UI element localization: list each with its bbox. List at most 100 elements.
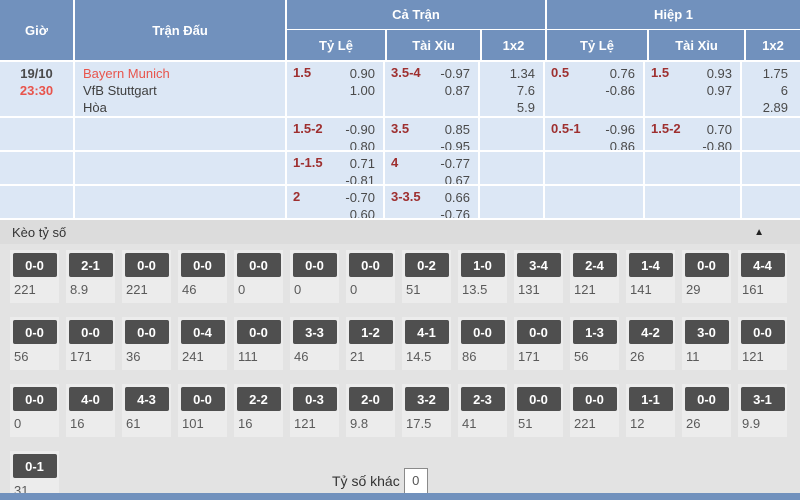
score-button[interactable]: 1-4 — [628, 253, 673, 277]
odds-value[interactable]: -0.96 — [605, 122, 635, 137]
h1-over-under-cell — [643, 186, 740, 218]
ft-over-under-cell[interactable]: 3-3.5 0.66 -0.76 — [383, 186, 478, 218]
odds-value[interactable]: 5.9 — [516, 100, 535, 115]
odds-value[interactable]: 0.71 — [349, 156, 375, 171]
score-button[interactable]: 3-3 — [292, 320, 337, 344]
score-button[interactable]: 3-4 — [516, 253, 561, 277]
odds-value[interactable]: -0.80 — [702, 139, 732, 150]
score-cell: 0-0 111 — [234, 317, 283, 370]
score-button[interactable]: 1-2 — [348, 320, 393, 344]
odds-value[interactable]: -0.77 — [440, 156, 470, 171]
score-button[interactable]: 2-4 — [572, 253, 617, 277]
odds-value[interactable]: -0.70 — [345, 190, 375, 205]
odds-value[interactable]: -0.76 — [440, 207, 470, 218]
h1-1x2-cell[interactable]: 1.75 6 2.89 — [740, 62, 796, 116]
score-button[interactable]: 4-1 — [404, 320, 449, 344]
score-button[interactable]: 0-0 — [572, 387, 617, 411]
score-button[interactable]: 0-3 — [292, 387, 337, 411]
score-button[interactable]: 0-0 — [180, 387, 225, 411]
ft-handicap-cell[interactable]: 1.5-2 -0.90 0.80 — [285, 118, 383, 150]
odds-value[interactable]: 0.90 — [349, 66, 375, 81]
ft-handicap-cell[interactable]: 2 -0.70 0.60 — [285, 186, 383, 218]
score-button[interactable]: 4-0 — [68, 387, 113, 411]
odds-value[interactable]: 0.87 — [444, 83, 470, 98]
score-cell: 2-1 8.9 — [66, 250, 115, 303]
ft-over-under-cell[interactable]: 4 -0.77 0.67 — [383, 152, 478, 184]
score-button[interactable]: 0-2 — [404, 253, 449, 277]
odds-value[interactable]: 0.70 — [706, 122, 732, 137]
odds-value[interactable]: -0.86 — [605, 83, 635, 98]
odds-value[interactable]: 0.97 — [706, 83, 732, 98]
odds-value[interactable]: 0.85 — [444, 122, 470, 137]
score-button[interactable]: 3-1 — [740, 387, 785, 411]
odds-value[interactable]: -0.95 — [440, 139, 470, 150]
odds-value[interactable]: 0.67 — [444, 173, 470, 184]
other-score-group: Tỷ số khác — [332, 457, 428, 500]
score-button[interactable]: 3-2 — [404, 387, 449, 411]
collapse-icon[interactable]: ▲ — [754, 226, 764, 238]
ft-1x2-cell[interactable]: 1.34 7.6 5.9 — [478, 62, 543, 116]
h1-1x2-cell — [740, 186, 796, 218]
score-button[interactable]: 2-1 — [68, 253, 113, 277]
match-cell[interactable]: Bayern Munich VfB Stuttgart Hòa — [73, 62, 285, 116]
score-button[interactable]: 0-0 — [348, 253, 393, 277]
h1-over-under-cell[interactable]: 1.5 0.93 0.97 — [643, 62, 740, 116]
odds-value[interactable]: 1.34 — [509, 66, 535, 81]
odds-value[interactable]: 0.80 — [349, 139, 375, 150]
score-button[interactable]: 0-0 — [124, 320, 169, 344]
score-button[interactable]: 2-3 — [460, 387, 505, 411]
other-score-input[interactable] — [403, 467, 428, 494]
score-odds: 0 — [294, 282, 302, 297]
ft-handicap-cell[interactable]: 1.5 0.90 1.00 — [285, 62, 383, 116]
h1-handicap-cell[interactable]: 0.5 0.76 -0.86 — [543, 62, 643, 116]
score-button[interactable]: 0-0 — [516, 387, 561, 411]
score-button[interactable]: 0-0 — [12, 320, 57, 344]
h1-over-under-cell[interactable]: 1.5-2 0.70 -0.80 — [643, 118, 740, 150]
home-team[interactable]: Bayern Munich — [83, 66, 170, 81]
away-team[interactable]: VfB Stuttgart — [83, 83, 157, 98]
odds-value[interactable]: 0.76 — [609, 66, 635, 81]
score-button[interactable]: 4-4 — [740, 253, 785, 277]
score-button[interactable]: 0-0 — [684, 387, 729, 411]
odds-value[interactable]: 2.89 — [762, 100, 788, 115]
h1-handicap-cell[interactable]: 0.5-1 -0.96 0.86 — [543, 118, 643, 150]
score-button[interactable]: 4-2 — [628, 320, 673, 344]
score-button[interactable]: 0-0 — [180, 253, 225, 277]
score-button[interactable]: 0-0 — [12, 387, 57, 411]
ft-over-under-cell[interactable]: 3.5-4 -0.97 0.87 — [383, 62, 478, 116]
score-button[interactable]: 2-0 — [348, 387, 393, 411]
score-button[interactable]: 1-3 — [572, 320, 617, 344]
odds-value[interactable]: 6 — [780, 83, 788, 98]
score-button[interactable]: 4-3 — [124, 387, 169, 411]
odds-value[interactable]: 0.66 — [444, 190, 470, 205]
odds-value[interactable]: 1.00 — [349, 83, 375, 98]
score-button[interactable]: 0-0 — [516, 320, 561, 344]
score-button[interactable]: 0-0 — [124, 253, 169, 277]
score-section-header[interactable]: Kèo tỷ số ▲ — [0, 218, 800, 244]
odds-value[interactable]: 0.86 — [609, 139, 635, 150]
score-button[interactable]: 0-0 — [236, 320, 281, 344]
score-button[interactable]: 2-2 — [236, 387, 281, 411]
score-button[interactable]: 3-0 — [684, 320, 729, 344]
odds-value[interactable]: -0.81 — [345, 173, 375, 184]
score-button[interactable]: 1-0 — [460, 253, 505, 277]
score-button[interactable]: 0-0 — [236, 253, 281, 277]
score-button[interactable]: 0-0 — [292, 253, 337, 277]
ft-handicap-cell[interactable]: 1-1.5 0.71 -0.81 — [285, 152, 383, 184]
score-button[interactable]: 0-0 — [460, 320, 505, 344]
score-button[interactable]: 0-1 — [12, 454, 57, 478]
score-button[interactable]: 0-0 — [68, 320, 113, 344]
odds-value[interactable]: 7.6 — [516, 83, 535, 98]
score-button[interactable]: 0-4 — [180, 320, 225, 344]
odds-value[interactable]: 0.60 — [349, 207, 375, 218]
odds-value[interactable]: -0.97 — [440, 66, 470, 81]
odds-value[interactable]: 0.93 — [706, 66, 732, 81]
score-button[interactable]: 0-0 — [740, 320, 785, 344]
score-button[interactable]: 0-0 — [12, 253, 57, 277]
ft-over-under-cell[interactable]: 3.5 0.85 -0.95 — [383, 118, 478, 150]
score-button[interactable]: 1-1 — [628, 387, 673, 411]
draw-label[interactable]: Hòa — [83, 100, 107, 115]
score-button[interactable]: 0-0 — [684, 253, 729, 277]
odds-value[interactable]: 1.75 — [762, 66, 788, 81]
odds-value[interactable]: -0.90 — [345, 122, 375, 137]
